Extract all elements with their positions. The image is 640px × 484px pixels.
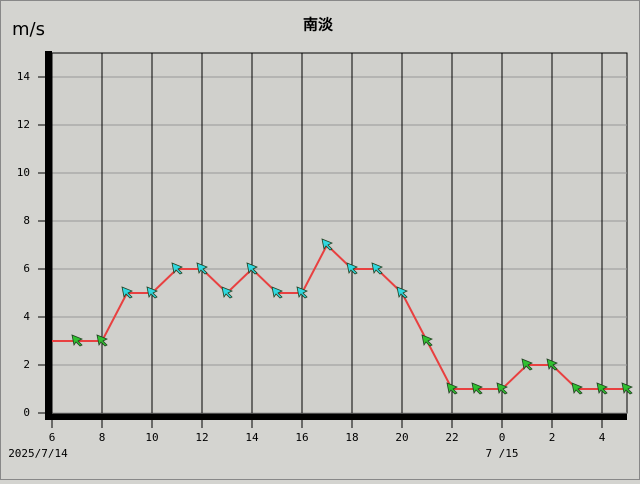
- x-tick-label: 0: [499, 431, 506, 444]
- x-tick-label: 6: [49, 431, 56, 444]
- wind-arrow: [446, 382, 458, 395]
- date-label: 2025/7/14: [8, 447, 68, 460]
- wind-arrow: [96, 334, 108, 347]
- wind-arrow: [146, 286, 158, 299]
- wind-arrow: [421, 334, 433, 347]
- y-tick-label: 4: [23, 310, 30, 323]
- wind-arrow: [621, 382, 633, 395]
- y-unit: m/s: [12, 19, 45, 40]
- wind-arrow: [221, 286, 233, 299]
- plot-shadow: [45, 51, 52, 420]
- x-tick-label: 10: [145, 431, 158, 444]
- y-tick-label: 0: [23, 406, 30, 419]
- plot-shadow: [45, 413, 627, 420]
- wind-arrow: [196, 262, 208, 275]
- y-tick-label: 10: [17, 166, 30, 179]
- date-label: 7 /15: [485, 447, 518, 460]
- wind-arrow: [171, 262, 183, 275]
- wind-arrow: [396, 286, 408, 299]
- x-tick-label: 2: [549, 431, 556, 444]
- y-tick-label: 12: [17, 118, 30, 131]
- wind-arrow: [121, 286, 133, 299]
- wind-arrow: [571, 382, 583, 395]
- y-tick-label: 6: [23, 262, 30, 275]
- y-tick-label: 8: [23, 214, 30, 227]
- x-tick-label: 4: [599, 431, 606, 444]
- wind-arrow: [246, 262, 258, 275]
- wind-arrow: [296, 286, 308, 299]
- y-tick-label: 2: [23, 358, 30, 371]
- x-tick-label: 22: [445, 431, 458, 444]
- x-tick-label: 14: [245, 431, 259, 444]
- wind-arrow: [371, 262, 383, 275]
- plot-area: [51, 52, 628, 414]
- wind-arrow: [496, 382, 508, 395]
- wind-arrow: [71, 334, 83, 347]
- wind-arrow: [471, 382, 483, 395]
- x-tick-label: 18: [345, 431, 358, 444]
- wind-arrow: [521, 358, 533, 371]
- wind-arrow: [271, 286, 283, 299]
- x-tick-label: 8: [99, 431, 106, 444]
- x-tick-label: 12: [195, 431, 208, 444]
- x-tick-label: 20: [395, 431, 408, 444]
- chart-title: 南淡: [303, 16, 334, 34]
- y-tick-label: 14: [17, 70, 31, 83]
- wind-arrow: [346, 262, 358, 275]
- wind-arrow: [546, 358, 558, 371]
- wind-arrow: [321, 238, 333, 251]
- x-tick-label: 16: [295, 431, 308, 444]
- wind-arrow: [596, 382, 608, 395]
